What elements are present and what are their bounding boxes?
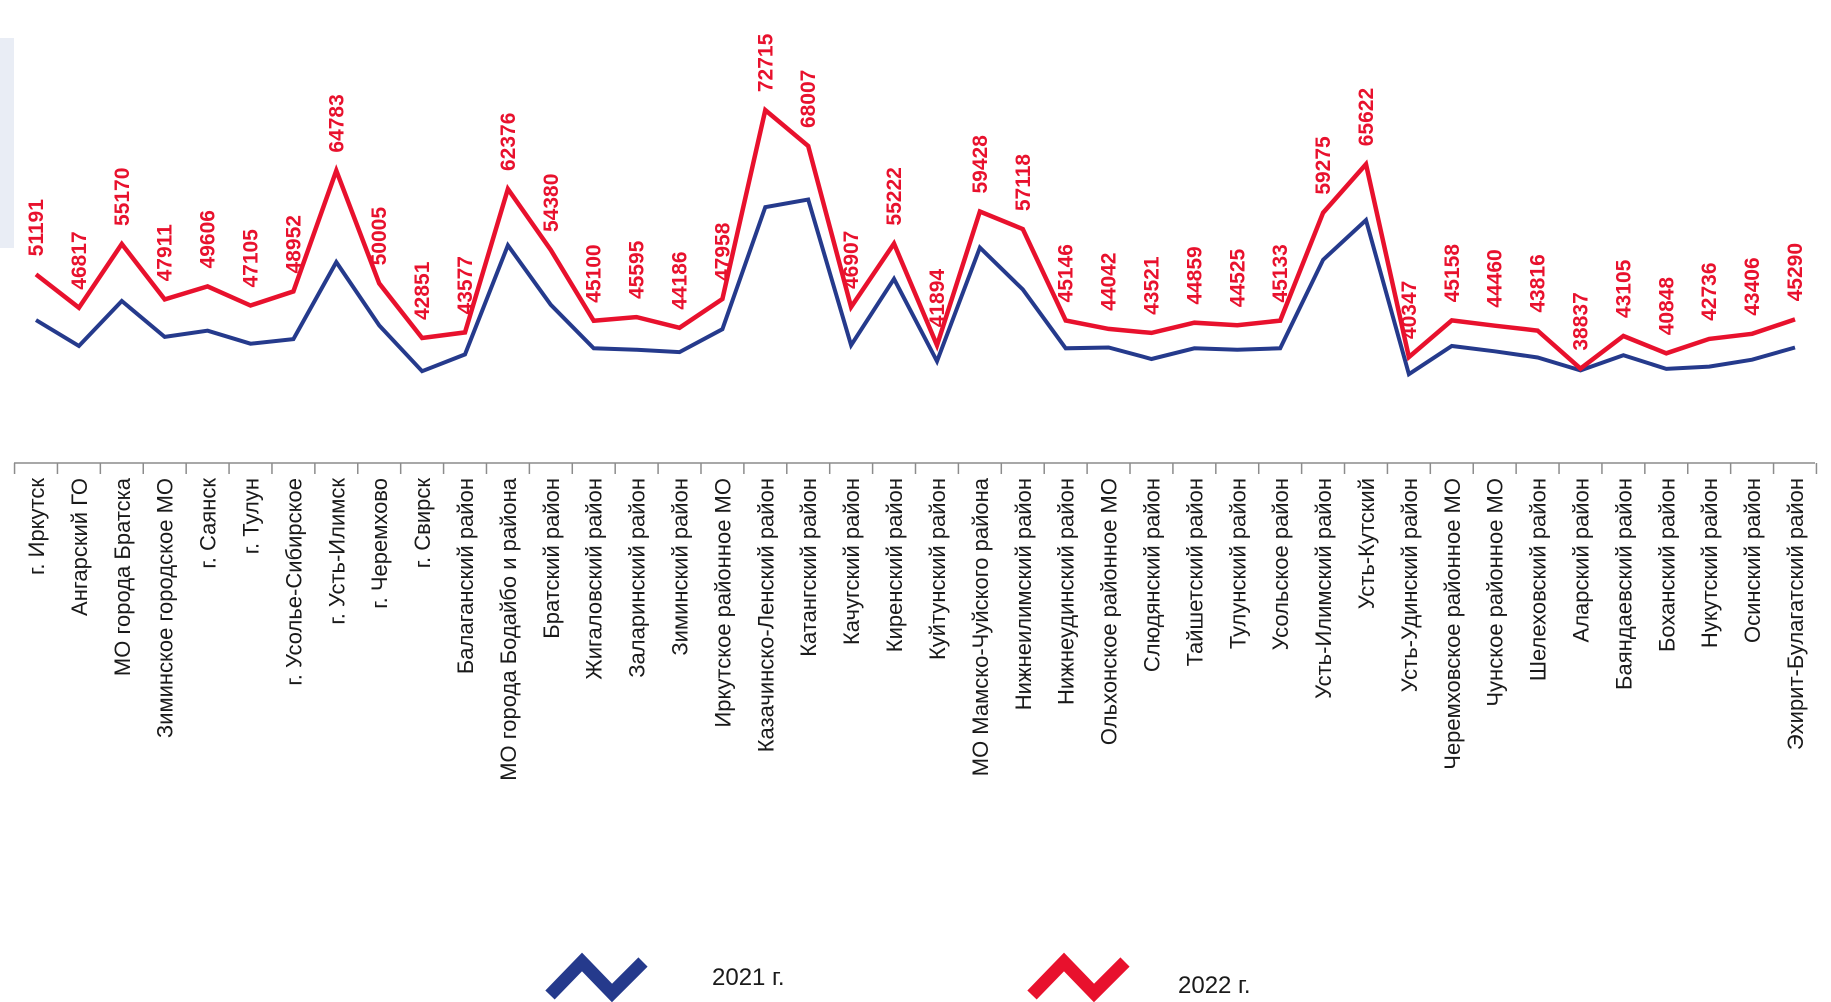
- category-label: Эхирит-Булагатский район: [1783, 478, 1808, 750]
- data-label: 51191: [25, 199, 48, 257]
- data-label: 72715: [754, 33, 777, 92]
- category-label: Зиминское городское МО: [153, 478, 178, 738]
- data-label: 55170: [111, 168, 134, 226]
- category-label: Качугский район: [839, 478, 864, 645]
- category-label: г. Усть-Илимск: [324, 478, 349, 625]
- data-label: 44042: [1098, 252, 1121, 310]
- category-label: Зиминский район: [668, 478, 693, 656]
- category-label: Братский район: [539, 478, 564, 639]
- data-label: 64783: [325, 94, 348, 152]
- category-label: Катангский район: [796, 478, 821, 657]
- category-label: Нукутский район: [1697, 478, 1722, 648]
- data-label: 45158: [1441, 244, 1464, 303]
- data-label: 45146: [1055, 244, 1078, 302]
- data-label: 59428: [969, 135, 992, 194]
- data-label: 43105: [1612, 259, 1635, 318]
- category-label: Тайшетский район: [1182, 478, 1207, 666]
- series-line-2022: [34, 106, 1796, 372]
- legend-icon-2022: [1027, 952, 1130, 1002]
- category-label: Осинский район: [1740, 478, 1765, 643]
- data-label: 45133: [1269, 244, 1292, 302]
- data-label: 57118: [1012, 154, 1035, 212]
- data-label: 42851: [411, 261, 434, 320]
- data-label: 46907: [840, 231, 863, 289]
- category-label: Казачинско-Ленский район: [753, 478, 778, 752]
- category-label: Усть-Илимский район: [1311, 478, 1336, 699]
- data-label: 44525: [1226, 248, 1249, 307]
- category-label: Черемховское районное МО: [1440, 478, 1465, 770]
- category-label: МО города Бодайбо и района: [496, 477, 521, 781]
- category-label: Усть-Кутский: [1354, 478, 1379, 609]
- data-label: 40347: [1398, 281, 1421, 339]
- category-label: Слюдянский район: [1139, 478, 1164, 672]
- series-line-2021: [34, 197, 1796, 378]
- data-label: 45290: [1784, 243, 1807, 301]
- data-label: 43521: [1140, 256, 1163, 315]
- data-label: 46817: [68, 231, 91, 289]
- category-label: Боханский район: [1654, 478, 1679, 652]
- category-label: г. Тулун: [239, 478, 264, 554]
- data-label: 65622: [1355, 88, 1378, 146]
- category-label: Заларинский район: [625, 478, 650, 678]
- data-label: 45595: [626, 240, 649, 299]
- category-label: Усольское район: [1268, 478, 1293, 650]
- left-edge-bar: [0, 38, 14, 248]
- category-label: Аларский район: [1568, 478, 1593, 642]
- category-label: Шелеховский район: [1526, 478, 1551, 681]
- category-label: г. Черемхово: [367, 478, 392, 609]
- category-label: Усть-Удинский район: [1397, 478, 1422, 692]
- data-label: 47958: [711, 222, 734, 281]
- category-labels: г. Иркутск Ангарский ГО МО города Братска З…: [24, 477, 1808, 781]
- data-label: 47105: [240, 229, 263, 288]
- category-label: г. Усолье-Сибирское: [281, 478, 306, 686]
- category-label: г. Свирск: [410, 478, 435, 569]
- category-label: Иркутское районное МО: [710, 478, 735, 728]
- data-label: 43816: [1527, 254, 1550, 312]
- data-label: 59275: [1312, 136, 1335, 195]
- category-label: Ангарский ГО: [67, 478, 92, 616]
- data-label: 68007: [797, 70, 820, 128]
- category-label: МО Мамско-Чуйского района: [968, 477, 993, 776]
- legend-label-2022: 2022 г.: [1178, 972, 1251, 999]
- data-label: 44460: [1484, 249, 1507, 307]
- category-label: Тулунский район: [1225, 478, 1250, 649]
- data-label: 47911: [154, 224, 177, 282]
- category-label: Чунское районное МО: [1483, 478, 1508, 707]
- data-label: 41894: [926, 269, 949, 328]
- category-label: Жигаловский район: [582, 478, 607, 680]
- data-label: 49606: [197, 210, 220, 268]
- category-label: г. Иркутск: [24, 478, 49, 575]
- data-label: 50005: [368, 207, 391, 266]
- series-lines: [34, 106, 1796, 378]
- data-label: 44859: [1183, 246, 1206, 304]
- data-label: 40848: [1655, 277, 1678, 336]
- legend: 2021 г. 2022 г.: [545, 952, 1251, 1002]
- data-label: 44186: [669, 251, 692, 309]
- legend-label-2021: 2021 г.: [712, 964, 785, 991]
- x-axis: [13, 462, 1818, 474]
- data-label: 43577: [454, 256, 477, 314]
- category-label: Ольхонское районное МО: [1097, 478, 1122, 745]
- data-label: 38837: [1569, 292, 1592, 350]
- category-label: Балаганский район: [453, 478, 478, 674]
- data-label: 45100: [583, 244, 606, 302]
- data-label: 48952: [282, 215, 305, 273]
- data-labels: 51191 46817 55170 47911 49606 47105 48952 64783…: [25, 33, 1807, 350]
- category-label: Нижнеудинский район: [1054, 478, 1079, 705]
- data-label: 54380: [540, 174, 563, 232]
- category-label: Баяндаевский район: [1611, 478, 1636, 690]
- data-label: 62376: [497, 113, 520, 171]
- data-label: 43406: [1741, 257, 1764, 315]
- category-label: Куйтунский район: [925, 478, 950, 660]
- category-label: МО города Братска: [110, 477, 135, 676]
- category-label: г. Саянск: [196, 478, 221, 569]
- legend-icon-2021: [545, 952, 648, 1002]
- category-label: Нижнеилимский район: [1011, 478, 1036, 710]
- category-label: Киренский район: [882, 478, 907, 652]
- data-label: 42736: [1698, 262, 1721, 320]
- data-label: 55222: [883, 167, 906, 225]
